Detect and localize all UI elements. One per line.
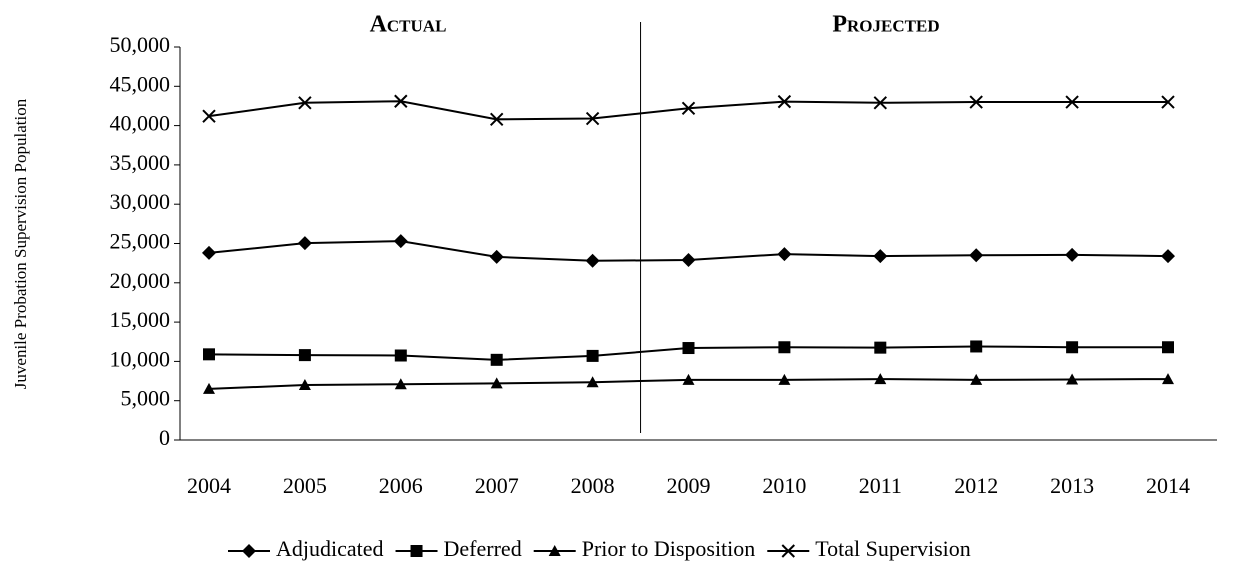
marker [489,249,504,264]
marker [781,544,795,558]
marker [394,349,407,362]
marker [242,544,256,558]
x-tick-label: 2004 [187,473,231,498]
annotation: Actual [370,12,447,38]
legend-item: Deferred [395,536,522,561]
legend-label: Prior to Disposition [582,536,756,561]
marker [490,353,503,366]
marker [548,545,561,556]
legend-item: Prior to Disposition [533,536,756,561]
series-line [208,100,1168,121]
x-tick-label: 2014 [1146,473,1190,498]
marker [298,349,311,362]
marker [297,236,312,251]
legend-item: Adjudicated [228,536,384,561]
marker [970,340,983,353]
marker [777,94,792,109]
y-tick-label: 20,000 [110,268,171,293]
annotation: Projected [832,12,939,38]
x-tick-label: 2009 [667,473,711,498]
y-tick-label: 25,000 [110,229,171,254]
legend-label: Total Supervision [815,536,971,561]
legend-label: Deferred [444,536,522,561]
y-axis-title: Juvenile Probation Supervision Populatio… [11,98,30,389]
marker [586,349,599,362]
marker [1066,341,1079,354]
marker [585,111,600,126]
legend-label: Adjudicated [276,536,384,561]
marker [203,382,215,394]
marker [586,376,599,388]
x-tick-label: 2005 [283,473,327,498]
marker [874,373,887,385]
marker [394,94,408,108]
marker [969,248,984,263]
y-tick-label: 35,000 [110,150,171,175]
y-tick-label: 45,000 [110,71,171,96]
marker [393,234,408,249]
marker [1162,373,1174,385]
marker [873,249,888,264]
marker [970,373,983,385]
marker [490,377,503,389]
y-tick-label: 30,000 [110,189,171,214]
marker [298,96,312,110]
y-tick-label: 50,000 [110,32,171,57]
y-tick-label: 15,000 [110,307,171,332]
marker [682,342,695,355]
marker [410,545,423,557]
legend-item: Total Supervision [767,536,971,561]
marker [682,373,695,385]
x-tick-label: 2010 [762,473,806,498]
marker [873,96,888,110]
marker [681,253,696,268]
x-tick-label: 2011 [859,473,902,498]
marker [1162,341,1174,354]
marker [585,253,600,268]
marker [1066,373,1079,385]
x-tick-label: 2013 [1050,473,1094,498]
marker [203,348,215,361]
y-tick-label: 0 [159,425,170,450]
x-tick-label: 2008 [571,473,615,498]
marker [778,373,791,385]
marker [1161,95,1175,109]
marker [1065,247,1080,262]
marker [1161,249,1175,264]
marker [298,378,311,390]
marker [202,109,216,123]
y-tick-label: 40,000 [110,111,171,136]
marker [969,95,983,109]
marker [778,341,791,354]
marker [394,378,407,390]
y-tick-label: 10,000 [110,346,171,371]
marker [777,247,792,262]
marker [202,245,216,260]
marker [681,101,696,116]
marker [874,341,887,354]
legend: Adjudicated Deferred Prior to Disposition T… [228,536,971,561]
x-tick-label: 2012 [954,473,998,498]
y-tick-label: 5,000 [121,386,171,411]
x-tick-label: 2006 [379,473,423,498]
x-tick-label: 2007 [475,473,519,498]
marker [1065,95,1079,109]
marker [489,112,504,127]
